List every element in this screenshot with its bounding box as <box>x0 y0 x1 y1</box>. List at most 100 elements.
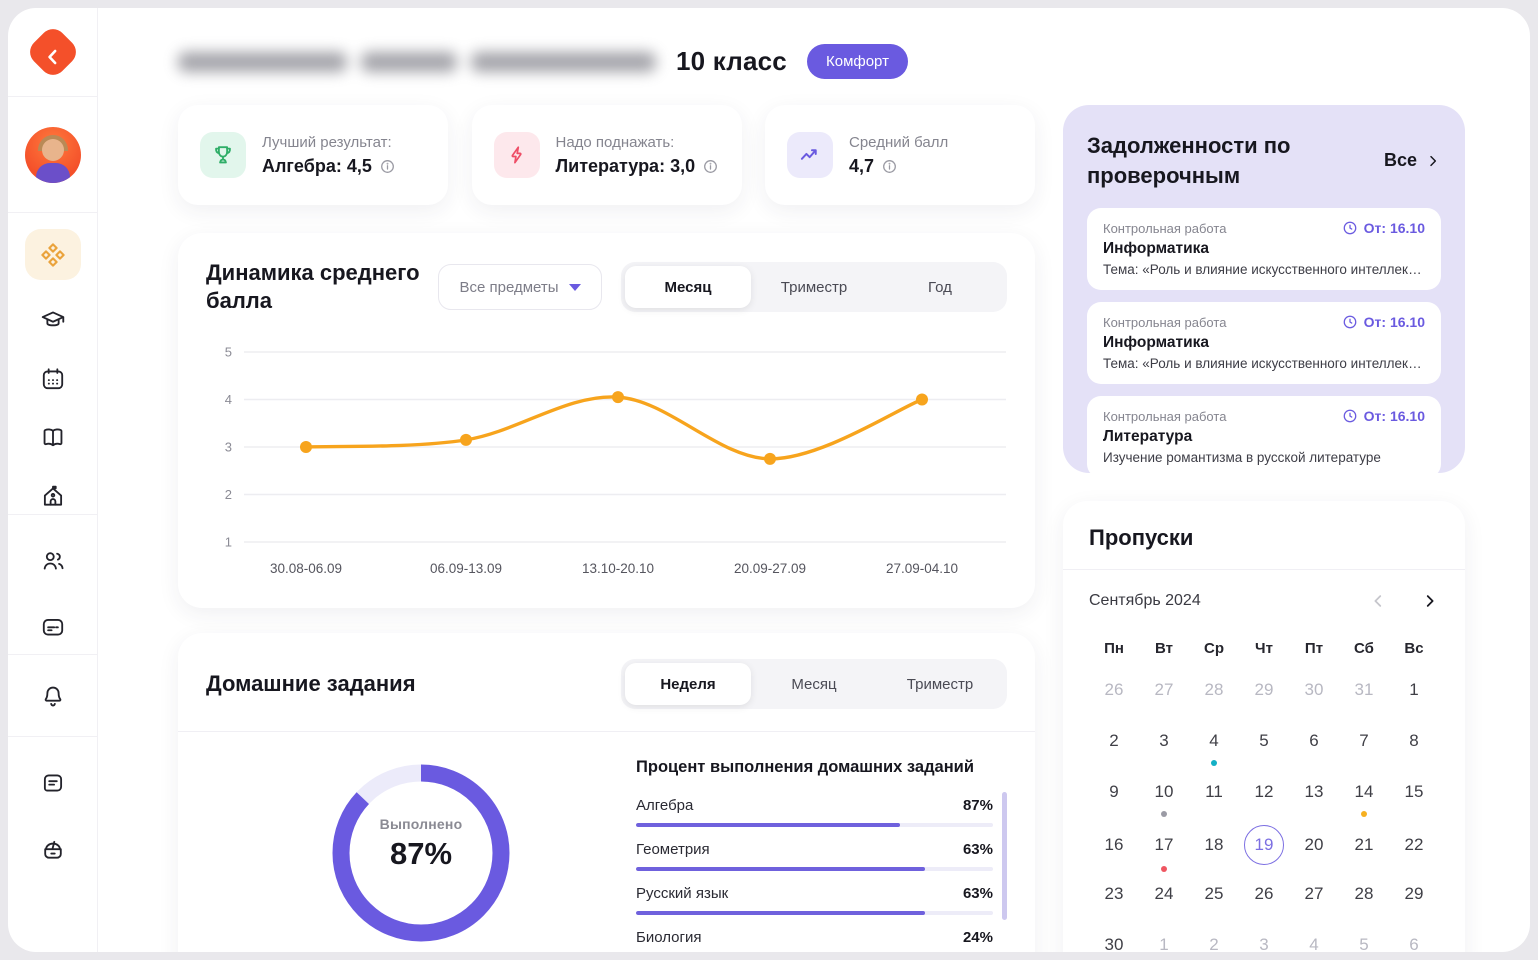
clock-icon <box>1343 410 1357 423</box>
weekday-label: Чт <box>1255 640 1273 657</box>
sidebar-item-meals[interactable] <box>25 829 81 869</box>
calendar-day[interactable]: 7 <box>1359 731 1369 750</box>
homework-row: Алгебра 87% <box>636 793 993 827</box>
stats-row: Лучший результат: Алгебра: 4,5 Надо подн… <box>178 105 1035 205</box>
calendar-day[interactable]: 5 <box>1259 731 1269 750</box>
calendar-day[interactable]: 20 <box>1304 835 1324 854</box>
data-point[interactable] <box>300 441 312 454</box>
avatar[interactable] <box>24 126 81 183</box>
calendar-day[interactable]: 10 <box>1139 774 1189 817</box>
weekday-label: Вс <box>1404 640 1424 657</box>
data-point[interactable] <box>612 391 624 404</box>
calendar-day[interactable]: 4 <box>1309 935 1319 952</box>
absence-dot-orange <box>1361 811 1367 817</box>
calendar-day[interactable]: 29 <box>1254 680 1274 699</box>
calendar-day[interactable]: 30 <box>1104 935 1124 952</box>
calendar-day[interactable]: 15 <box>1404 782 1424 801</box>
calendar-day[interactable]: 6 <box>1409 935 1419 952</box>
calendar-prev-button[interactable] <box>1369 592 1387 610</box>
tab-hw-period-Неделя[interactable]: Неделя <box>625 663 751 705</box>
calendar-day[interactable]: 25 <box>1204 884 1224 903</box>
calendar-day[interactable]: 21 <box>1354 835 1374 854</box>
weekday-label: Пт <box>1304 640 1324 657</box>
calendar-day[interactable]: 28 <box>1204 680 1224 699</box>
debts-all-link[interactable]: Все <box>1384 150 1441 171</box>
calendar-day[interactable]: 27 <box>1304 884 1324 903</box>
calendar-day[interactable]: 1 <box>1159 935 1169 952</box>
calendar-day[interactable]: 17 <box>1139 825 1189 872</box>
calendar-day[interactable]: 6 <box>1309 731 1319 750</box>
calendar-day[interactable]: 3 <box>1259 935 1269 952</box>
calendar-day[interactable]: 3 <box>1159 731 1169 750</box>
calendar-day[interactable]: 12 <box>1254 782 1274 801</box>
calendar-day[interactable]: 24 <box>1154 884 1174 903</box>
sidebar-item-education[interactable] <box>25 302 81 338</box>
calendar-weekdays: Пн Вт Ср Чт Пт Сб Вс <box>1089 640 1439 657</box>
calendar-day[interactable]: 2 <box>1109 731 1119 750</box>
calendar-day[interactable]: 16 <box>1104 835 1124 854</box>
chevron-left-icon <box>47 49 56 65</box>
calendar-day[interactable]: 30 <box>1304 680 1324 699</box>
calendar-day[interactable]: 13 <box>1304 782 1324 801</box>
sidebar-item-card[interactable] <box>25 607 81 647</box>
calendar-day[interactable]: 14 <box>1339 774 1389 817</box>
calendar-day[interactable]: 29 <box>1404 884 1424 903</box>
sidebar-item-notifications[interactable] <box>25 676 81 716</box>
calendar-day[interactable]: 9 <box>1109 782 1119 801</box>
calendar-day[interactable]: 27 <box>1154 680 1174 699</box>
subject-filter-dropdown[interactable]: Все предметы <box>438 264 602 311</box>
stat-value: 4,7 <box>849 155 875 176</box>
tab-period-Триместр[interactable]: Триместр <box>780 278 848 296</box>
calendar-day[interactable]: 23 <box>1104 884 1124 903</box>
tab-period-Месяц[interactable]: Месяц <box>625 266 751 309</box>
absences-card: Пропуски Сентябрь 2024 Пн Вт Ср Чт Пт Сб Вс 26… <box>1063 501 1465 952</box>
trophy-icon <box>200 132 246 178</box>
trend-up-icon <box>787 132 833 178</box>
sidebar-item-school[interactable] <box>25 478 81 514</box>
sidebar-item-journal[interactable] <box>25 419 81 455</box>
lightning-icon <box>493 132 540 178</box>
chevron-right-icon <box>1430 155 1437 166</box>
book-icon <box>43 428 62 447</box>
info-icon[interactable] <box>881 158 898 175</box>
debt-card[interactable]: Контрольная работа От: 16.10 Информатика Те… <box>1087 302 1441 385</box>
tariff-badge[interactable]: Комфорт <box>806 44 908 79</box>
data-point[interactable] <box>916 393 928 406</box>
svg-text:4: 4 <box>225 392 232 407</box>
calendar-day[interactable]: 28 <box>1354 884 1374 903</box>
tab-hw-period-Триместр[interactable]: Триместр <box>906 675 974 693</box>
stat-label: Средний балл <box>849 133 949 151</box>
info-icon[interactable] <box>702 158 719 175</box>
sidebar-item-notes[interactable] <box>25 763 81 803</box>
tab-hw-period-Месяц[interactable]: Месяц <box>791 675 837 693</box>
calendar-day[interactable]: 18 <box>1204 835 1224 854</box>
debt-card[interactable]: Контрольная работа От: 16.10 Литература Изу… <box>1087 396 1441 479</box>
calendar-day[interactable]: 11 <box>1205 782 1223 801</box>
calendar-day[interactable]: 26 <box>1104 680 1124 699</box>
info-icon[interactable] <box>379 158 396 175</box>
svg-text:1: 1 <box>225 535 232 550</box>
tab-period-Год[interactable]: Год <box>928 278 952 296</box>
calendar-day[interactable]: 1 <box>1409 680 1419 699</box>
calendar-day[interactable]: 31 <box>1354 680 1374 699</box>
data-point[interactable] <box>764 453 776 466</box>
debt-card[interactable]: Контрольная работа От: 16.10 Информатика Те… <box>1087 208 1441 291</box>
stat-value: Литература: 3,0 <box>555 155 696 176</box>
calendar-day[interactable]: 5 <box>1359 935 1369 952</box>
sidebar-item-schedule[interactable] <box>25 361 81 397</box>
sidebar-item-classmates[interactable] <box>25 541 81 581</box>
calendar-day[interactable]: 22 <box>1404 835 1424 854</box>
calendar-day[interactable]: 8 <box>1409 731 1419 750</box>
sidebar-item-dashboard[interactable] <box>24 229 81 281</box>
scrollbar[interactable] <box>1002 792 1007 920</box>
back-button[interactable] <box>24 23 81 81</box>
weekday-label: Вт <box>1155 640 1173 657</box>
calendar-next-button[interactable] <box>1421 592 1439 610</box>
data-point[interactable] <box>460 434 472 447</box>
debt-topic: Тема: «Роль и влияние искусственного инт… <box>1103 356 1425 372</box>
calendar-day[interactable]: 2 <box>1209 935 1219 952</box>
debt-type: Контрольная работа <box>1103 408 1227 424</box>
calendar-day[interactable]: 4 <box>1189 723 1239 766</box>
calendar-day[interactable]: 26 <box>1254 884 1274 903</box>
calendar-day-selected[interactable]: 19 <box>1239 825 1289 865</box>
